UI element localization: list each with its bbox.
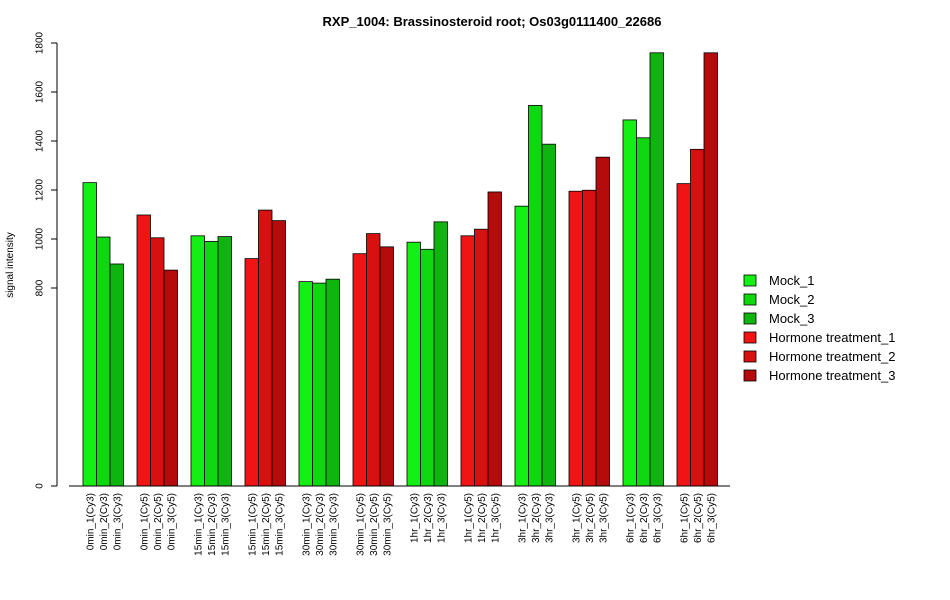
bar-3hr-1-cy5 bbox=[568, 190, 583, 487]
bar-0min-3-cy5 bbox=[163, 269, 178, 487]
x-tick-label: 30min_3(Cy3) bbox=[328, 493, 339, 556]
bars bbox=[69, 52, 730, 487]
y-axis: 0 800 1000 1200 1400 1600 1800 bbox=[35, 31, 58, 489]
bar-3hr-3-cy5 bbox=[595, 156, 610, 487]
bar-30min-2-cy3 bbox=[312, 282, 327, 487]
legend-entry: Mock_3 bbox=[769, 311, 815, 326]
bar-1hr-3-cy3 bbox=[433, 221, 448, 487]
x-tick-label: 3hr_3(Cy5) bbox=[598, 493, 609, 543]
x-tick-label: 1hr_1(Cy3) bbox=[409, 493, 420, 543]
bar-30min-1-cy5 bbox=[352, 253, 367, 487]
x-tick-label: 3hr_2(Cy5) bbox=[585, 493, 596, 543]
y-tick-label: 1600 bbox=[35, 80, 46, 103]
y-axis-label: signal intensity bbox=[5, 232, 16, 298]
bar-0min-1-cy3 bbox=[82, 182, 97, 487]
bar-0min-3-cy3 bbox=[109, 263, 124, 487]
bar-3hr-1-cy3 bbox=[514, 205, 529, 487]
x-tick-label: 6hr_1(Cy3) bbox=[625, 493, 636, 543]
x-tick-label: 30min_3(Cy5) bbox=[382, 493, 393, 556]
x-tick-label: 15min_1(Cy3) bbox=[193, 493, 204, 556]
y-tick-label: 0 bbox=[35, 483, 46, 489]
bar-6hr-1-cy5 bbox=[676, 183, 691, 487]
bar-6hr-3-cy3 bbox=[649, 52, 664, 487]
legend-swatch bbox=[743, 369, 757, 382]
bar-30min-3-cy5 bbox=[379, 246, 394, 487]
x-tick-label: 30min_1(Cy3) bbox=[301, 493, 312, 556]
bar-15min-2-cy5 bbox=[258, 209, 273, 487]
legend-entry: Hormone treatment_2 bbox=[769, 349, 895, 364]
x-tick-label: 0min_2(Cy3) bbox=[99, 493, 110, 550]
chart-title: RXP_1004: Brassinosteroid root; Os03g011… bbox=[323, 14, 662, 29]
bar-1hr-2-cy3 bbox=[420, 248, 435, 487]
x-tick-label: 0min_2(Cy5) bbox=[153, 493, 164, 550]
x-tick-label: 15min_3(Cy3) bbox=[220, 493, 231, 556]
x-tick-label: 1hr_2(Cy5) bbox=[477, 493, 488, 543]
x-tick-label: 6hr_3(Cy5) bbox=[706, 493, 717, 543]
legend-swatch bbox=[743, 331, 757, 344]
x-tick-label: 6hr_2(Cy3) bbox=[639, 493, 650, 543]
x-tick-label: 3hr_1(Cy5) bbox=[571, 493, 582, 543]
x-tick-label: 15min_1(Cy5) bbox=[247, 493, 258, 556]
bar-6hr-1-cy3 bbox=[622, 119, 637, 487]
x-tick-label: 30min_1(Cy5) bbox=[355, 493, 366, 556]
bar-0min-1-cy5 bbox=[136, 214, 151, 487]
bar-0min-2-cy5 bbox=[150, 237, 165, 487]
y-tick-label: 800 bbox=[35, 279, 46, 296]
x-tick-label: 30min_2(Cy3) bbox=[315, 493, 326, 556]
legend-swatch bbox=[743, 312, 757, 325]
legend-entry: Mock_1 bbox=[769, 273, 815, 288]
legend-swatch bbox=[743, 350, 757, 363]
bar-1hr-1-cy3 bbox=[406, 241, 421, 487]
legend-swatch bbox=[743, 274, 757, 287]
x-tick-label: 1hr_1(Cy5) bbox=[463, 493, 474, 543]
x-tick-label: 0min_1(Cy5) bbox=[139, 493, 150, 550]
x-tick-label: 3hr_3(Cy3) bbox=[544, 493, 555, 543]
bar-15min-1-cy5 bbox=[244, 258, 259, 487]
x-tick-label: 0min_3(Cy3) bbox=[112, 493, 123, 550]
x-tick-label: 1hr_2(Cy3) bbox=[423, 493, 434, 543]
bar-1hr-2-cy5 bbox=[474, 228, 489, 487]
x-tick-label: 15min_2(Cy5) bbox=[261, 493, 272, 556]
legend-swatch bbox=[743, 293, 757, 306]
legend: Mock_1 Mock_2 Mock_3 Hormone treatment_1 Hor… bbox=[743, 273, 895, 383]
bar-6hr-2-cy3 bbox=[636, 137, 651, 487]
x-tick-label: 1hr_3(Cy3) bbox=[436, 493, 447, 543]
bar-3hr-2-cy5 bbox=[582, 189, 597, 487]
bar-30min-1-cy3 bbox=[298, 281, 313, 487]
x-tick-label: 15min_2(Cy3) bbox=[207, 493, 218, 556]
bar-1hr-3-cy5 bbox=[487, 191, 502, 487]
bar-0min-2-cy3 bbox=[96, 236, 111, 487]
y-tick-label: 1000 bbox=[35, 227, 46, 250]
x-tick-label: 0min_1(Cy3) bbox=[85, 493, 96, 550]
y-tick-label: 1800 bbox=[35, 31, 46, 54]
bar-6hr-2-cy5 bbox=[690, 148, 705, 487]
bar-15min-3-cy3 bbox=[217, 236, 232, 487]
y-tick-label: 1400 bbox=[35, 129, 46, 152]
legend-entry: Mock_2 bbox=[769, 292, 815, 307]
bar-3hr-3-cy3 bbox=[541, 143, 556, 487]
x-tick-label: 0min_3(Cy5) bbox=[166, 493, 177, 550]
bar-15min-3-cy5 bbox=[271, 220, 286, 487]
x-tick-label: 1hr_3(Cy5) bbox=[490, 493, 501, 543]
y-tick-label: 1200 bbox=[35, 178, 46, 201]
legend-entry: Hormone treatment_3 bbox=[769, 368, 895, 383]
bar-6hr-3-cy5 bbox=[703, 52, 718, 487]
x-tick-label: 30min_2(Cy5) bbox=[369, 493, 380, 556]
bar-30min-3-cy3 bbox=[325, 278, 340, 487]
bar-15min-1-cy3 bbox=[190, 235, 205, 487]
x-tick-label: 6hr_1(Cy5) bbox=[679, 493, 690, 543]
bar-15min-2-cy3 bbox=[204, 241, 219, 487]
x-tick-label: 3hr_2(Cy3) bbox=[531, 493, 542, 543]
x-tick-labels: 0min_1(Cy3) 0min_2(Cy3) 0min_3(Cy3) 0min_1(… bbox=[85, 493, 717, 556]
bar-3hr-2-cy3 bbox=[528, 105, 543, 487]
x-tick-label: 6hr_3(Cy3) bbox=[652, 493, 663, 543]
legend-entry: Hormone treatment_1 bbox=[769, 330, 895, 345]
x-tick-label: 3hr_1(Cy3) bbox=[517, 493, 528, 543]
x-tick-label: 15min_3(Cy5) bbox=[274, 493, 285, 556]
x-tick-label: 6hr_2(Cy5) bbox=[693, 493, 704, 543]
bar-30min-2-cy5 bbox=[366, 233, 381, 487]
bar-1hr-1-cy5 bbox=[460, 235, 475, 487]
